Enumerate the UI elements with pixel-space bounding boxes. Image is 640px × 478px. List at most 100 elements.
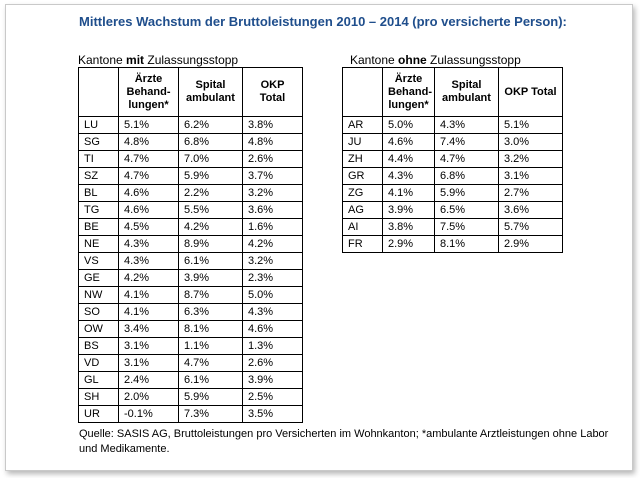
okp-total-cell: 2.6% <box>242 150 303 168</box>
okp-total-cell: 3.5% <box>242 405 303 423</box>
table-row: VD 3.1% 4.7% 2.6% <box>78 354 303 372</box>
okp-total-cell: 3.2% <box>242 252 303 270</box>
table-row: ZH 4.4% 4.7% 3.2% <box>342 150 563 168</box>
doctor-treatments-cell: 2.0% <box>118 388 179 406</box>
doctor-treatments-cell: 3.8% <box>382 218 435 236</box>
table-row: NW 4.1% 8.7% 5.0% <box>78 286 303 304</box>
caption-bold: mit <box>126 53 145 67</box>
doctor-treatments-cell: 4.6% <box>118 201 179 219</box>
doctor-treatments-cell: 2.9% <box>382 235 435 253</box>
hospital-outpatient-cell: 6.1% <box>178 371 243 389</box>
hospital-outpatient-cell: 2.2% <box>178 184 243 202</box>
canton-cell: GR <box>342 167 383 185</box>
table-row: FR 2.9% 8.1% 2.9% <box>342 235 563 253</box>
doctor-treatments-cell: 4.7% <box>118 150 179 168</box>
hospital-outpatient-cell: 7.3% <box>178 405 243 423</box>
canton-cell: GE <box>78 269 119 287</box>
canton-cell: TG <box>78 201 119 219</box>
canton-cell: ZG <box>342 184 383 202</box>
table-row: VS 4.3% 6.1% 3.2% <box>78 252 303 270</box>
okp-total-cell: 3.2% <box>242 184 303 202</box>
table-row: GE 4.2% 3.9% 2.3% <box>78 269 303 287</box>
doctor-treatments-cell: 3.1% <box>118 337 179 355</box>
okp-total-cell: 3.0% <box>498 133 563 151</box>
hospital-outpatient-cell: 6.5% <box>434 201 499 219</box>
canton-cell: UR <box>78 405 119 423</box>
header-canton <box>78 67 119 117</box>
hospital-outpatient-cell: 5.9% <box>434 184 499 202</box>
doctor-treatments-cell: 4.3% <box>382 167 435 185</box>
okp-total-cell: 4.8% <box>242 133 303 151</box>
doctor-treatments-cell: 4.3% <box>118 252 179 270</box>
okp-total-cell: 5.7% <box>498 218 563 236</box>
okp-total-cell: 1.3% <box>242 337 303 355</box>
canton-cell: AG <box>342 201 383 219</box>
okp-total-cell: 3.1% <box>498 167 563 185</box>
okp-total-cell: 3.6% <box>242 201 303 219</box>
hospital-outpatient-cell: 4.2% <box>178 218 243 236</box>
table-without-admission-stop: Ärzte Behand-lungen* Spital ambulant OKP T… <box>342 67 563 253</box>
table-row: UR -0.1% 7.3% 3.5% <box>78 405 303 423</box>
table-row: BS 3.1% 1.1% 1.3% <box>78 337 303 355</box>
canton-cell: AR <box>342 116 383 134</box>
caption-suffix: Zulassungsstopp <box>426 53 521 67</box>
hospital-outpatient-cell: 6.2% <box>178 116 243 134</box>
table-row: BE 4.5% 4.2% 1.6% <box>78 218 303 236</box>
doctor-treatments-cell: 4.5% <box>118 218 179 236</box>
header-canton <box>342 67 383 117</box>
doctor-treatments-cell: 3.1% <box>118 354 179 372</box>
canton-cell: SO <box>78 303 119 321</box>
table-header-row: Ärzte Behand-lungen* Spital ambulant OKP T… <box>342 67 563 117</box>
hospital-outpatient-cell: 4.7% <box>434 150 499 168</box>
okp-total-cell: 3.6% <box>498 201 563 219</box>
canton-cell: VD <box>78 354 119 372</box>
hospital-outpatient-cell: 8.9% <box>178 235 243 253</box>
okp-total-cell: 4.2% <box>242 235 303 253</box>
hospital-outpatient-cell: 1.1% <box>178 337 243 355</box>
table-row: LU 5.1% 6.2% 3.8% <box>78 116 303 134</box>
hospital-outpatient-cell: 6.8% <box>434 167 499 185</box>
table-row: AG 3.9% 6.5% 3.6% <box>342 201 563 219</box>
table-row: NE 4.3% 8.9% 4.2% <box>78 235 303 253</box>
doctor-treatments-cell: 5.0% <box>382 116 435 134</box>
table-row: JU 4.6% 7.4% 3.0% <box>342 133 563 151</box>
canton-cell: GL <box>78 371 119 389</box>
doctor-treatments-cell: 4.3% <box>118 235 179 253</box>
canton-cell: FR <box>342 235 383 253</box>
okp-total-cell: 3.9% <box>242 371 303 389</box>
table-row: AI 3.8% 7.5% 5.7% <box>342 218 563 236</box>
left-table-caption: Kantone mit Zulassungsstopp <box>78 53 238 67</box>
hospital-outpatient-cell: 6.3% <box>178 303 243 321</box>
canton-cell: BS <box>78 337 119 355</box>
doctor-treatments-cell: -0.1% <box>118 405 179 423</box>
doctor-treatments-cell: 4.8% <box>118 133 179 151</box>
hospital-outpatient-cell: 8.1% <box>178 320 243 338</box>
canton-cell: BL <box>78 184 119 202</box>
header-okp-total: OKP Total <box>242 67 303 117</box>
table-row: GR 4.3% 6.8% 3.1% <box>342 167 563 185</box>
okp-total-cell: 2.9% <box>498 235 563 253</box>
canton-cell: SZ <box>78 167 119 185</box>
doctor-treatments-cell: 4.1% <box>382 184 435 202</box>
doctor-treatments-cell: 3.9% <box>382 201 435 219</box>
canton-cell: AI <box>342 218 383 236</box>
doctor-treatments-cell: 4.7% <box>118 167 179 185</box>
canton-cell: LU <box>78 116 119 134</box>
hospital-outpatient-cell: 7.4% <box>434 133 499 151</box>
hospital-outpatient-cell: 8.7% <box>178 286 243 304</box>
caption-suffix: Zulassungsstopp <box>144 53 239 67</box>
okp-total-cell: 3.8% <box>242 116 303 134</box>
header-hospital-outpatient: Spital ambulant <box>434 67 499 117</box>
doctor-treatments-cell: 4.6% <box>382 133 435 151</box>
okp-total-cell: 1.6% <box>242 218 303 236</box>
doctor-treatments-cell: 5.1% <box>118 116 179 134</box>
okp-total-cell: 3.2% <box>498 150 563 168</box>
right-table-caption: Kantone ohne Zulassungsstopp <box>350 53 521 67</box>
doctor-treatments-cell: 4.1% <box>118 303 179 321</box>
okp-total-cell: 4.3% <box>242 303 303 321</box>
canton-cell: SH <box>78 388 119 406</box>
hospital-outpatient-cell: 6.8% <box>178 133 243 151</box>
table-row: SG 4.8% 6.8% 4.8% <box>78 133 303 151</box>
doctor-treatments-cell: 4.4% <box>382 150 435 168</box>
hospital-outpatient-cell: 6.1% <box>178 252 243 270</box>
